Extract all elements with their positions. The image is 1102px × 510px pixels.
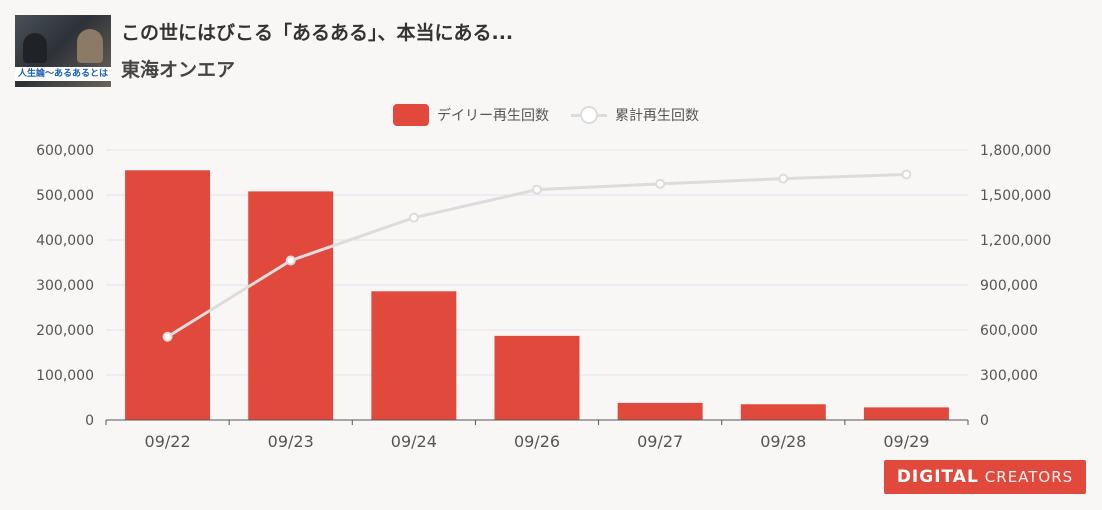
y-right-tick-label: 1,800,000 [980,143,1051,159]
y-left-tick-label: 200,000 [36,323,94,339]
y-left-tick-label: 500,000 [36,188,94,204]
cumulative-point [162,331,173,342]
cumulative-point [778,173,789,184]
x-tick-label: 09/27 [637,432,683,451]
thumbnail-person-left [23,33,47,63]
y-right-tick-label: 0 [980,413,989,429]
y-right-tick-label: 1,500,000 [980,188,1051,204]
brand-text-digital: DIGITAL [896,467,979,487]
brand-badge: DIGITAL CREATORS [884,460,1086,494]
bar-daily [248,191,334,420]
y-left-tick-label: 300,000 [36,278,94,294]
brand-text-creators: CREATORS [984,468,1074,486]
y-left-tick-label: 400,000 [36,233,94,249]
thumbnail-person-right [77,29,103,63]
y-left-tick-label: 0 [85,413,94,429]
y-left-tick-label: 100,000 [36,368,94,384]
legend-label-cumulative: 累計再生回数 [615,108,699,124]
bar-daily [371,291,457,420]
bar-daily [125,170,211,420]
x-tick-label: 09/23 [268,432,314,451]
x-tick-label: 09/26 [514,432,560,451]
cumulative-point [532,184,542,195]
legend-bar-swatch [393,104,429,126]
chart-legend: デイリー再生回数 累計再生回数 [393,103,721,127]
bar-daily [617,402,703,420]
video-thumbnail[interactable]: 人生論〜あるあるとは [15,15,111,87]
legend-item-cumulative[interactable]: 累計再生回数 [571,104,699,126]
x-tick-label: 09/29 [883,432,929,451]
cumulative-point [901,169,912,180]
legend-label-daily: デイリー再生回数 [437,108,549,124]
bar-daily [863,407,949,420]
cumulative-point [655,178,666,189]
x-tick-label: 09/28 [760,432,806,451]
channel-name: 東海オンエア [121,59,236,81]
cumulative-point [285,255,296,266]
bar-daily [494,335,580,420]
y-right-tick-label: 300,000 [980,368,1038,384]
bar-daily [740,404,826,420]
legend-item-daily[interactable]: デイリー再生回数 [393,104,549,126]
cumulative-point [408,212,419,223]
y-right-tick-label: 1,200,000 [980,233,1051,249]
thumbnail-caption: 人生論〜あるあるとは [15,67,111,81]
video-title: この世にはびこる「あるある」、本当にある... [121,22,514,44]
legend-line-swatch [571,104,607,126]
y-right-tick-label: 600,000 [980,323,1038,339]
x-tick-label: 09/24 [391,432,437,451]
y-right-tick-label: 900,000 [980,278,1038,294]
x-tick-label: 09/22 [145,432,191,451]
y-left-tick-label: 600,000 [36,143,94,159]
